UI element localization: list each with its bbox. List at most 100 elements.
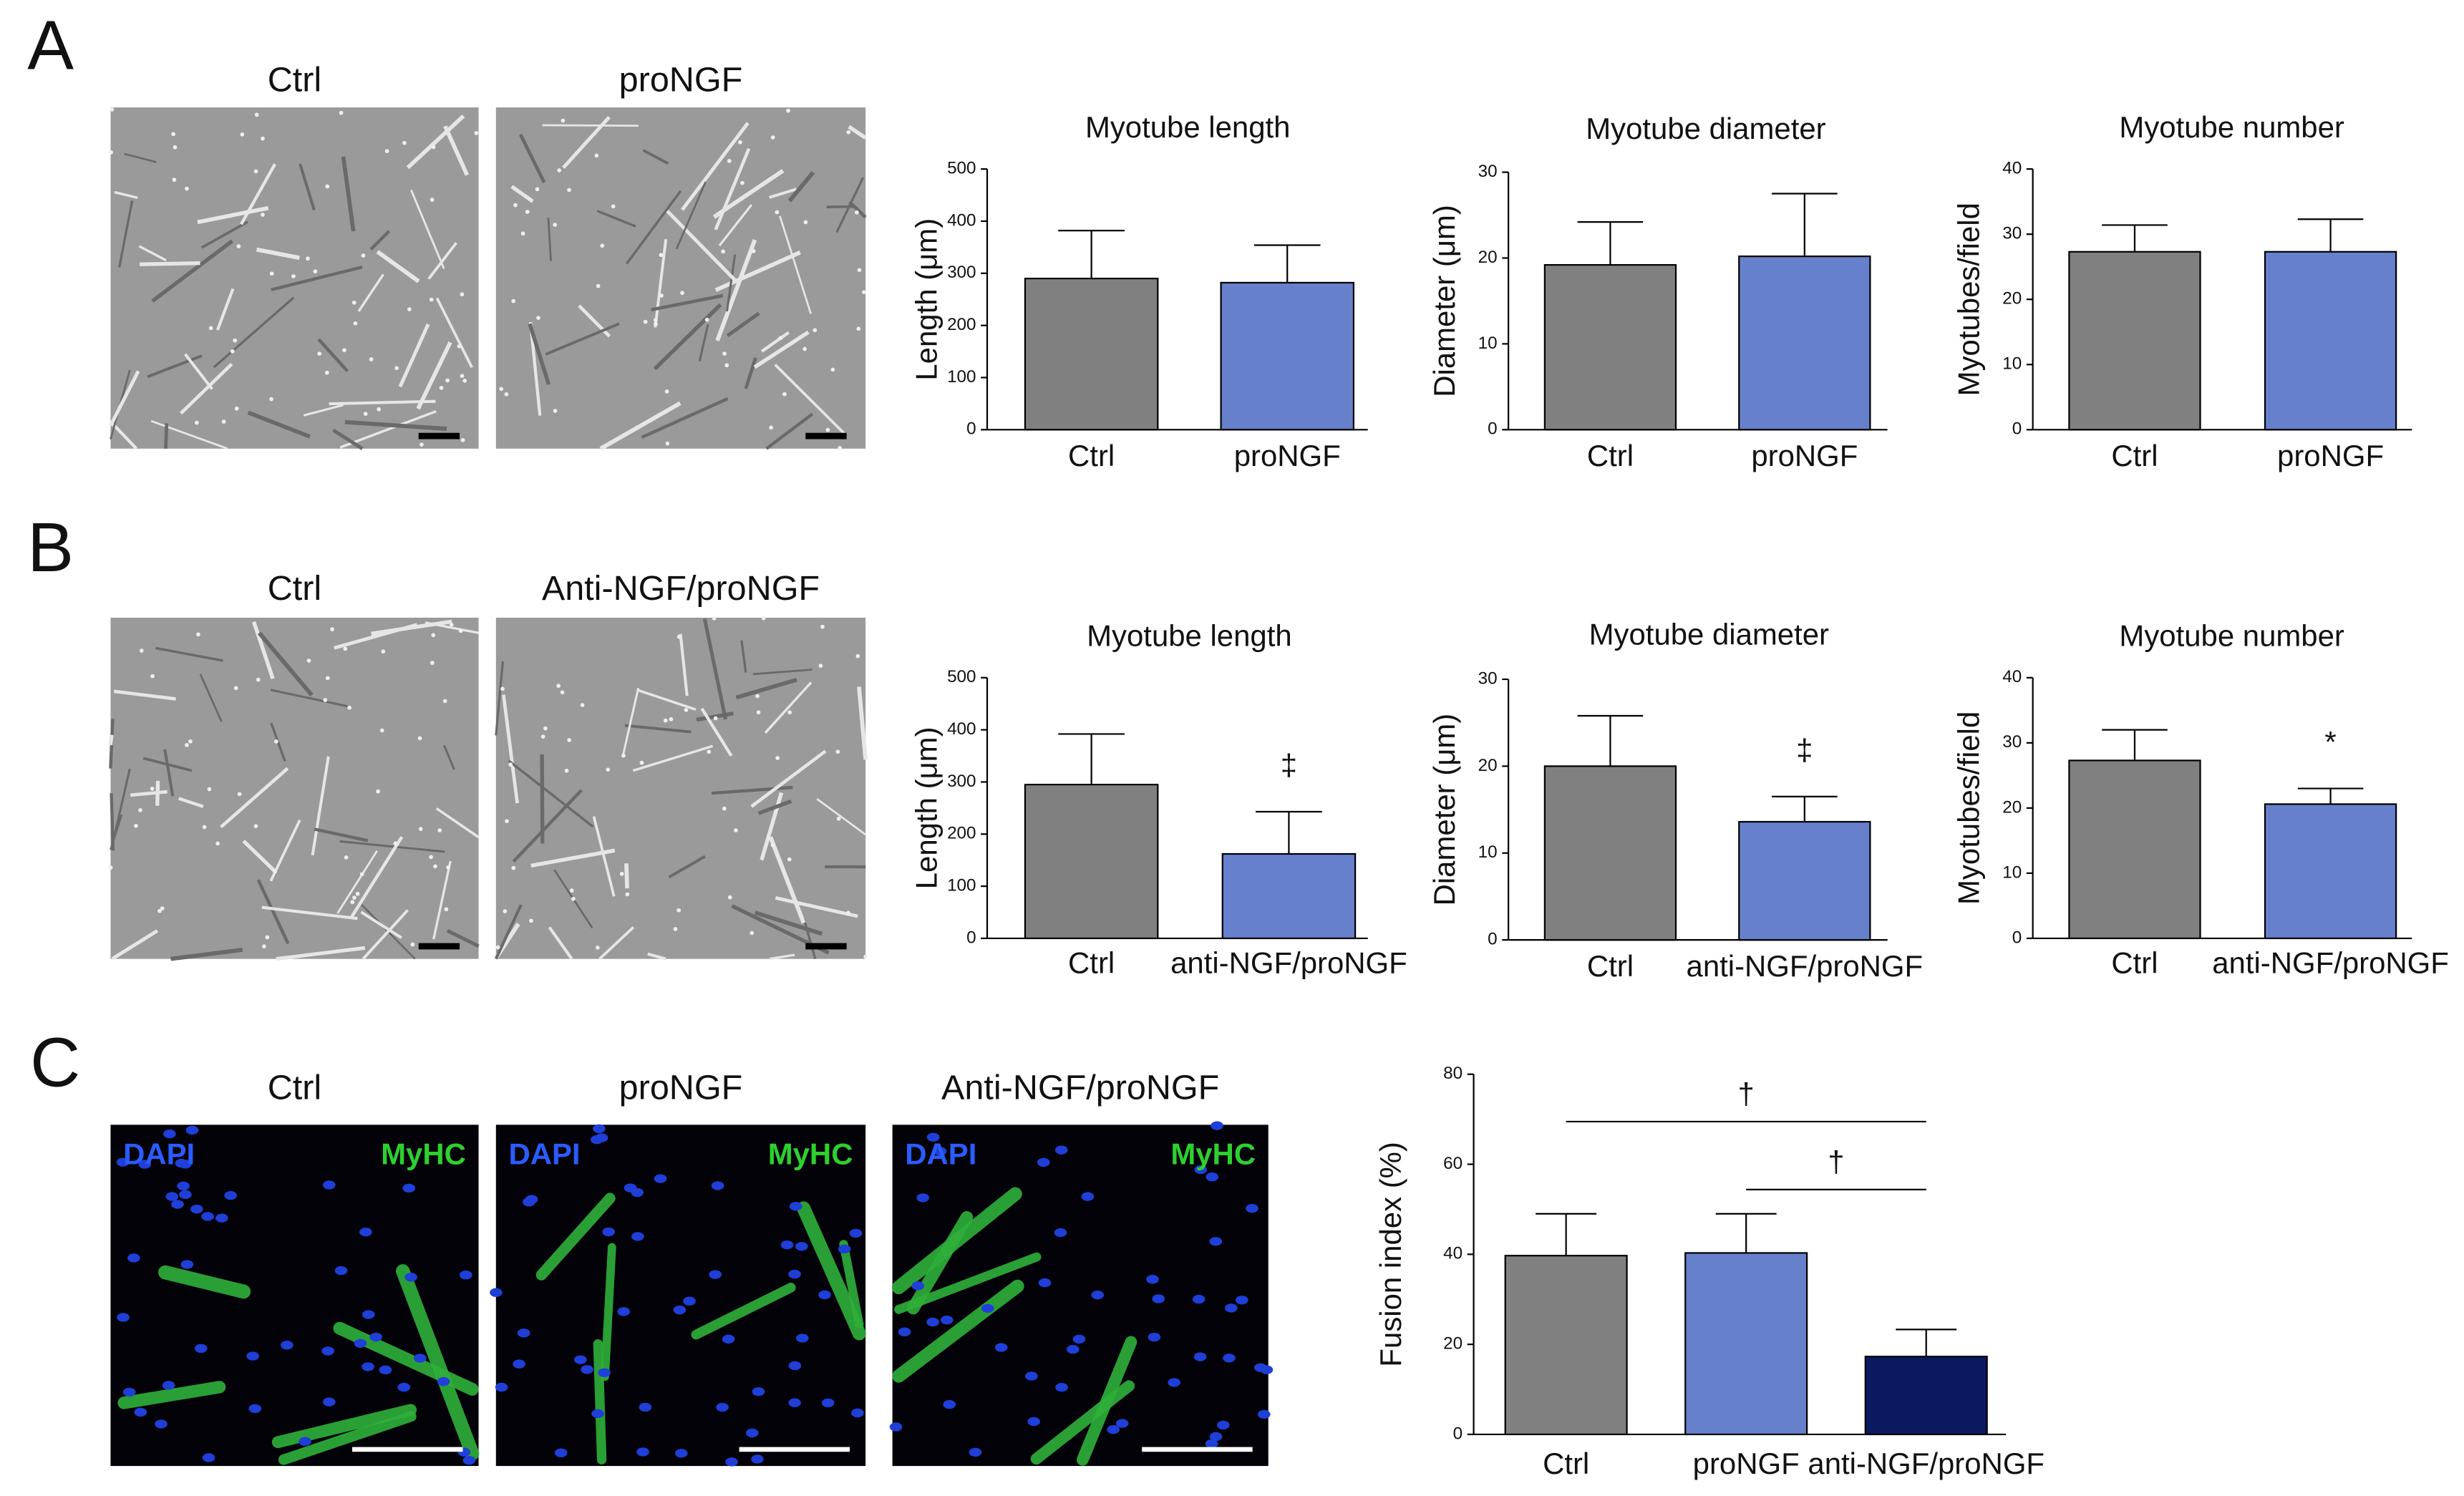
cell	[460, 438, 465, 442]
myotube	[764, 681, 813, 734]
cell	[234, 406, 239, 411]
myotube	[360, 910, 402, 939]
y-tick-label: 10	[2002, 863, 2022, 882]
cell	[460, 374, 465, 379]
nucleus	[459, 1271, 472, 1280]
myotube	[654, 238, 668, 328]
myotube	[114, 190, 138, 199]
cell	[734, 828, 738, 832]
myotube	[802, 918, 817, 960]
cell	[237, 792, 242, 797]
image-caption: Ctrl	[268, 569, 321, 608]
myotube	[111, 929, 159, 961]
myotube	[765, 412, 814, 450]
cell	[803, 220, 808, 225]
cell	[109, 150, 113, 155]
y-axis-label: Fusion index (%)	[1374, 1142, 1407, 1366]
cell	[351, 300, 356, 305]
cell	[381, 649, 386, 654]
cell	[462, 379, 467, 383]
myotube	[247, 410, 311, 439]
stain-label: MyHC	[381, 1137, 466, 1171]
stain-label: DAPI	[905, 1137, 976, 1171]
y-tick-label: 400	[947, 210, 976, 230]
cell	[564, 768, 569, 773]
myotube	[124, 152, 157, 163]
stain-label: MyHC	[768, 1137, 853, 1171]
y-tick-label: 0	[966, 419, 976, 439]
myotube	[779, 215, 812, 314]
myotube	[624, 724, 692, 734]
cell	[195, 420, 199, 425]
nucleus	[851, 1408, 864, 1418]
cell	[529, 918, 533, 923]
myotube	[598, 926, 635, 961]
nucleus	[745, 1428, 759, 1438]
myotube	[599, 401, 682, 451]
cell	[410, 942, 415, 947]
nucleus	[127, 1253, 140, 1263]
cell	[684, 707, 689, 712]
myotube	[220, 767, 289, 829]
cell	[775, 210, 780, 215]
cell	[273, 869, 277, 874]
chart-title: Myotube number	[2119, 110, 2344, 144]
cell	[196, 632, 200, 637]
panel-label: C	[30, 1024, 80, 1102]
bar	[1024, 277, 1159, 431]
cell	[431, 633, 436, 638]
scale-bar	[805, 432, 847, 439]
nucleus	[134, 1407, 147, 1417]
y-axis-label: Diameter (μm)	[1427, 714, 1461, 906]
cell	[676, 908, 682, 913]
nucleus	[495, 1382, 508, 1392]
cell	[291, 274, 296, 278]
myotube	[744, 357, 757, 389]
cell	[134, 823, 138, 828]
scale-bar	[739, 1447, 850, 1452]
myotube	[625, 190, 682, 265]
myotube	[753, 330, 810, 369]
cell	[261, 136, 265, 141]
cell	[751, 248, 756, 253]
myotube	[197, 205, 269, 225]
nucleus	[362, 1362, 374, 1371]
x-tick-label: Ctrl	[1068, 946, 1115, 980]
myotube	[410, 189, 445, 269]
nucleus	[179, 1190, 192, 1200]
nucleus	[788, 1398, 801, 1407]
y-tick-label: 0	[1488, 419, 1497, 439]
cell	[236, 244, 241, 248]
cell	[207, 787, 212, 792]
image-caption: Anti-NGF/proNGF	[941, 1069, 1219, 1107]
nucleus	[1081, 1192, 1095, 1201]
nucleus	[716, 1402, 729, 1412]
cell	[543, 726, 548, 731]
myotube	[816, 797, 866, 836]
myotube	[336, 850, 378, 914]
nucleus	[1236, 1296, 1248, 1305]
nucleus	[321, 1346, 334, 1356]
nucleus	[821, 1398, 835, 1408]
cell	[557, 168, 562, 173]
cell	[355, 891, 360, 896]
cell	[619, 872, 624, 876]
y-tick-label: 0	[2012, 419, 2022, 439]
cell	[253, 169, 258, 174]
nucleus	[933, 1147, 947, 1156]
myotube	[664, 208, 737, 283]
cell	[835, 749, 840, 754]
nucleus	[517, 1329, 530, 1338]
nucleus	[751, 1454, 764, 1464]
micrograph	[889, 1121, 1274, 1467]
cell	[721, 249, 725, 254]
cell	[787, 710, 792, 715]
cell	[233, 686, 238, 691]
myotube	[757, 799, 792, 815]
nucleus	[1260, 1365, 1274, 1374]
myotube	[376, 250, 420, 283]
cell	[639, 760, 644, 765]
nucleus	[369, 1332, 383, 1342]
nucleus	[437, 1376, 450, 1386]
nucleus	[898, 1327, 911, 1336]
